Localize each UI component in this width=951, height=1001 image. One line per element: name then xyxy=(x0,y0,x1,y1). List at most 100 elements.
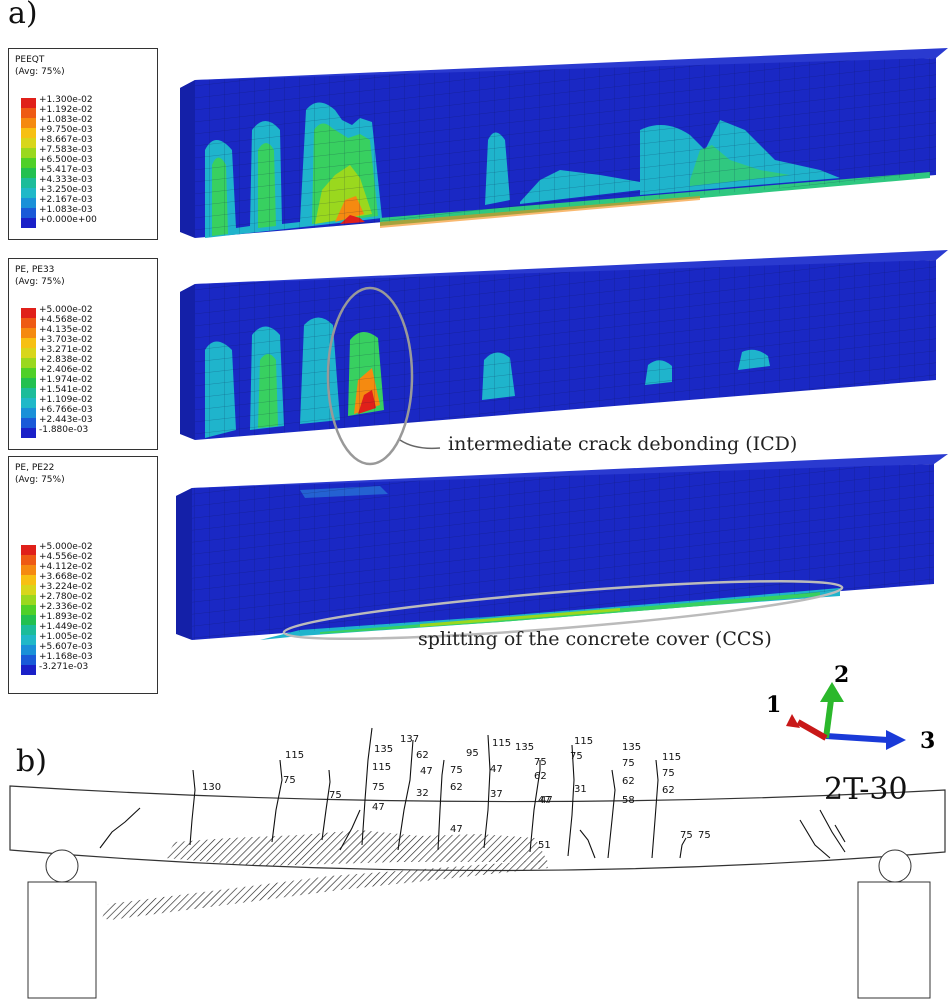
beam-side-face xyxy=(180,284,195,440)
crack-load-label: 62 xyxy=(450,782,463,793)
legend-tick-label: +1.192e-02 xyxy=(39,105,93,115)
color-swatch xyxy=(21,388,36,398)
color-swatch xyxy=(21,308,36,318)
legend-title: PE, PE33 xyxy=(15,265,55,275)
color-swatch xyxy=(21,615,36,625)
legend-tick-label: +1.083e-03 xyxy=(39,205,93,215)
legend-tick-label: +3.703e-02 xyxy=(39,335,93,345)
color-swatch xyxy=(21,128,36,138)
legend-title: PEEQT xyxy=(15,55,45,65)
axis-3-label: 3 xyxy=(920,728,935,754)
color-swatch xyxy=(21,318,36,328)
axis-1-label: 1 xyxy=(766,692,781,718)
legend-tick-label: +5.000e-02 xyxy=(39,305,93,315)
color-swatch xyxy=(21,625,36,635)
color-swatch xyxy=(21,218,36,228)
beam-pe33 xyxy=(180,250,948,466)
legend-tick-label: +5.417e-03 xyxy=(39,165,93,175)
legend-tick-label: +1.541e-02 xyxy=(39,385,93,395)
support-block-left xyxy=(27,881,97,999)
color-swatch xyxy=(21,575,36,585)
color-swatch xyxy=(21,188,36,198)
legend-tick-label: +9.750e-03 xyxy=(39,125,93,135)
color-swatch xyxy=(21,168,36,178)
color-swatch xyxy=(21,595,36,605)
legend-tick-label: +2.443e-03 xyxy=(39,415,93,425)
crack-load-label: 135 xyxy=(515,742,534,753)
legend-tick-label: +4.135e-02 xyxy=(39,325,93,335)
beam-pe22 xyxy=(176,454,948,640)
legend-tick-label: +1.300e-02 xyxy=(39,95,93,105)
crack-load-label: 47 xyxy=(538,795,551,806)
crack-load-label: 135 xyxy=(374,744,393,755)
legend-peeqt: PEEQT (Avg: 75%) +1.300e-02 +1.192e-02 +1.… xyxy=(8,48,158,240)
legend-tick-label: +2.780e-02 xyxy=(39,592,93,602)
crack-load-label: 137 xyxy=(400,734,419,745)
specimen-id: 2T-30 xyxy=(824,772,908,807)
support-roller-right xyxy=(878,849,912,883)
color-swatch xyxy=(21,418,36,428)
crack-load-label: 75 xyxy=(622,758,635,769)
legend-tick-label: +5.607e-03 xyxy=(39,642,93,652)
legend-tick-label: +2.167e-03 xyxy=(39,195,93,205)
support-roller-left xyxy=(45,849,79,883)
legend-subtitle: (Avg: 75%) xyxy=(15,67,65,77)
legend-title: PE, PE22 xyxy=(15,463,55,473)
legend-tick-label: +3.224e-02 xyxy=(39,582,93,592)
beam-peeqt xyxy=(180,48,948,238)
color-swatch xyxy=(21,545,36,555)
crack-load-label: 115 xyxy=(285,750,304,761)
crack-load-label: 95 xyxy=(466,748,479,759)
legend-tick-label: +6.766e-03 xyxy=(39,405,93,415)
legend-tick-label: +1.449e-02 xyxy=(39,622,93,632)
legend-tick-label: +1.083e-02 xyxy=(39,115,93,125)
legend-tick-label: +0.000e+00 xyxy=(39,215,97,225)
axis-2-label: 2 xyxy=(834,662,849,688)
crack-load-label: 115 xyxy=(662,752,681,763)
crack-load-label: 75 xyxy=(450,765,463,776)
frp-debonded-region xyxy=(102,860,548,920)
crack-load-label: 75 xyxy=(372,782,385,793)
crack-load-label: 47 xyxy=(372,802,385,813)
color-swatch xyxy=(21,555,36,565)
color-swatch xyxy=(21,605,36,615)
color-swatch xyxy=(21,565,36,575)
crack-load-label: 37 xyxy=(490,789,503,800)
color-swatch xyxy=(21,328,36,338)
legend-subtitle: (Avg: 75%) xyxy=(15,475,65,485)
legend-tick-label: +3.271e-02 xyxy=(39,345,93,355)
color-swatch xyxy=(21,398,36,408)
crack-load-label: 47 xyxy=(450,824,463,835)
beam-side-face xyxy=(176,488,192,640)
crack-pattern-drawing: 2T-30 130 115 75 75 135 115 75 47 137 62… xyxy=(9,727,946,999)
legend-tick-label: +2.336e-02 xyxy=(39,602,93,612)
legend-tick-label: -3.271e-03 xyxy=(39,662,89,672)
crack-lines xyxy=(99,727,846,859)
color-swatch xyxy=(21,428,36,438)
legend-tick-label: +6.500e-03 xyxy=(39,155,93,165)
legend-tick-label: +8.667e-03 xyxy=(39,135,93,145)
crack-load-label: 130 xyxy=(202,782,221,793)
color-swatch xyxy=(21,148,36,158)
color-swatch xyxy=(21,378,36,388)
color-swatch xyxy=(21,408,36,418)
icd-annotation: intermediate crack debonding (ICD) xyxy=(448,433,798,455)
color-swatch xyxy=(21,655,36,665)
crack-load-label: 75 xyxy=(680,830,693,841)
crack-load-label: 75 xyxy=(283,775,296,786)
color-swatch xyxy=(21,158,36,168)
legend-tick-label: +1.109e-02 xyxy=(39,395,93,405)
crack-load-label: 75 xyxy=(329,790,342,801)
crack-load-label: 47 xyxy=(490,764,503,775)
color-swatch xyxy=(21,98,36,108)
color-swatch xyxy=(21,178,36,188)
legend-pe33: PE, PE33 (Avg: 75%) +5.000e-02 +4.568e-02… xyxy=(8,258,158,450)
legend-tick-label: +2.406e-02 xyxy=(39,365,93,375)
legend-tick-label: +1.005e-02 xyxy=(39,632,93,642)
color-swatch xyxy=(21,358,36,368)
legend-subtitle: (Avg: 75%) xyxy=(15,277,65,287)
crack-load-label: 115 xyxy=(492,738,511,749)
crack-load-label: 58 xyxy=(622,795,635,806)
legend-pe22: PE, PE22 (Avg: 75%) +5.000e-02 +4.556e-02… xyxy=(8,456,158,694)
